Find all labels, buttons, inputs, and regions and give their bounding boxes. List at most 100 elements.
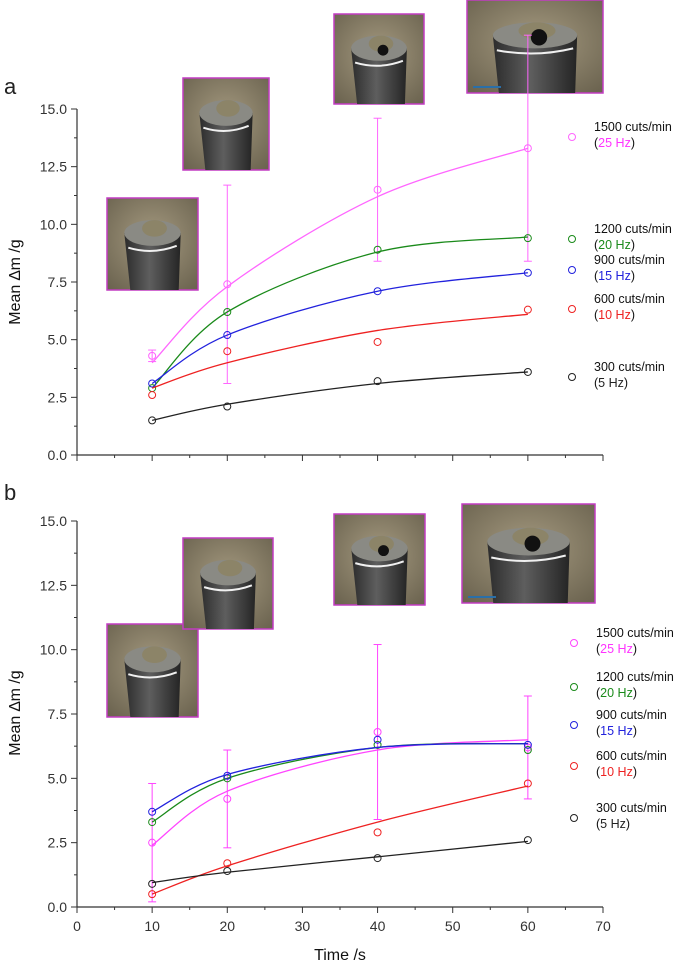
data-point — [148, 379, 157, 388]
legend-frequency: (25 Hz) — [594, 136, 635, 150]
legend-label: 300 cuts/min — [594, 360, 665, 374]
data-point — [148, 391, 157, 400]
micrograph-image — [182, 77, 270, 171]
legend-label: 600 cuts/min — [594, 292, 665, 306]
legend-marker — [570, 814, 578, 822]
fit-curve — [151, 313, 528, 389]
legend-entry: 1500 cuts/min (25 Hz) — [570, 626, 674, 656]
legend-entry: 300 cuts/min (5 Hz) — [568, 360, 665, 390]
micrograph-image — [466, 0, 604, 94]
series-25-hz — [148, 644, 532, 903]
panel-a-label: a — [4, 74, 17, 99]
data-point — [223, 794, 232, 803]
y-tick-label: 7.5 — [48, 274, 68, 290]
fit-curve — [152, 840, 528, 884]
legend-marker — [568, 133, 576, 141]
data-point — [523, 144, 532, 153]
legend-marker — [570, 721, 578, 729]
series-25-hz — [148, 34, 532, 384]
y-tick-label: 7.5 — [48, 706, 68, 722]
fit-curve — [151, 147, 529, 364]
wear-hole — [377, 44, 389, 56]
data-point — [373, 377, 382, 386]
x-tick-label: 70 — [595, 918, 611, 934]
tool-highlight — [203, 124, 250, 132]
data-point — [223, 771, 232, 780]
legend-marker — [570, 762, 578, 770]
legend-label: 900 cuts/min — [596, 708, 667, 722]
tool-shank — [351, 48, 407, 104]
data-point — [523, 779, 532, 788]
data-point — [148, 807, 157, 816]
data-point — [148, 351, 157, 360]
tool-shank — [124, 232, 181, 290]
panel-a-plot: 0.0 2.5 5.0 7.5 10.0 12.5 15.0 1500 cuts/min (25… — [40, 0, 672, 463]
x-tick-label: 10 — [144, 918, 160, 934]
legend-frequency: (5 Hz) — [596, 817, 630, 831]
series-10-hz — [148, 305, 532, 400]
x-tick-label: 60 — [520, 918, 536, 934]
micrograph-image — [461, 503, 596, 604]
y-tick-label: 12.5 — [40, 577, 67, 593]
micrograph-image — [333, 513, 426, 606]
y-tick-label: 0.0 — [48, 899, 68, 915]
panel-b-y-axis-title: Mean ∆m /g — [7, 670, 24, 755]
fit-curve — [152, 371, 528, 422]
series-10-hz — [148, 779, 532, 899]
fit-curve — [151, 742, 528, 823]
data-point — [373, 185, 382, 194]
data-point — [223, 280, 232, 289]
data-point — [223, 347, 232, 356]
legend-label: 300 cuts/min — [596, 801, 667, 815]
tool-highlight — [127, 671, 178, 679]
legend-label: 1200 cuts/min — [596, 670, 674, 684]
series-20-hz — [148, 234, 532, 393]
legend-entry: 300 cuts/min (5 Hz) — [570, 801, 667, 831]
data-point — [523, 367, 532, 376]
legend-marker — [568, 235, 576, 243]
data-point — [373, 337, 382, 346]
legend-entry: 1200 cuts/min (20 Hz) — [568, 222, 672, 252]
legend-marker — [568, 266, 576, 274]
panel-a-y-axis-title: Mean ∆m /g — [7, 239, 24, 324]
data-point — [523, 740, 532, 749]
tool-highlight — [496, 47, 574, 55]
legend-frequency: (5 Hz) — [594, 376, 628, 390]
data-point — [223, 402, 232, 411]
data-point — [223, 331, 232, 340]
data-point — [523, 234, 532, 243]
y-tick-label: 0.0 — [48, 447, 68, 463]
legend-label: 900 cuts/min — [594, 253, 665, 267]
tool-shank — [351, 548, 408, 605]
wear-hole — [524, 535, 541, 552]
legend-marker — [568, 305, 576, 313]
legend-frequency: (10 Hz) — [596, 765, 637, 779]
fit-curve — [151, 785, 529, 895]
legend-marker — [570, 683, 578, 691]
micrograph-image — [333, 13, 425, 105]
x-tick-label: 40 — [370, 918, 386, 934]
legend-label: 1200 cuts/min — [594, 222, 672, 236]
data-point — [373, 828, 382, 837]
legend-label: 1500 cuts/min — [596, 626, 674, 640]
data-point — [223, 307, 232, 316]
panel-a: a Mean ∆m /g — [4, 74, 24, 325]
data-point — [148, 838, 157, 847]
series-20-hz — [148, 740, 532, 827]
data-point — [373, 735, 382, 744]
data-point — [523, 836, 532, 845]
series-15-hz — [148, 268, 532, 388]
data-point — [148, 890, 157, 899]
legend-frequency: (10 Hz) — [594, 308, 635, 322]
tool-shank — [200, 572, 256, 629]
y-tick-label: 5.0 — [48, 770, 68, 786]
legend-entry: 900 cuts/min (15 Hz) — [568, 253, 665, 283]
y-tick-label: 12.5 — [40, 159, 67, 175]
data-point — [373, 287, 382, 296]
panel-b-x-axis-title: Time /s — [314, 947, 366, 964]
data-point — [148, 818, 157, 827]
series-5-hz — [148, 367, 532, 425]
series-15-hz — [148, 735, 532, 816]
series-5-hz — [148, 836, 532, 888]
